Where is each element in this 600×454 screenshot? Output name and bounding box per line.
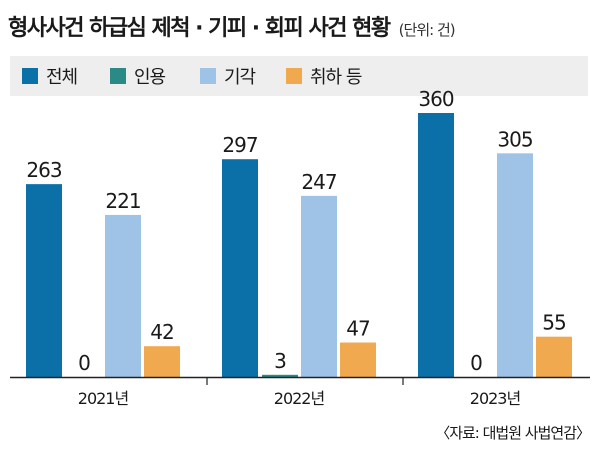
bar-withdrawn-1 xyxy=(340,342,376,377)
legend-swatch-total xyxy=(22,68,38,84)
x-tick-label-0: 2021년 xyxy=(78,389,129,408)
legend-swatch-accepted xyxy=(110,68,126,84)
x-tick-label-1: 2022년 xyxy=(274,389,325,408)
data-label-total-0: 263 xyxy=(26,158,61,182)
data-label-accepted-0: 0 xyxy=(78,351,90,375)
data-label-total-1: 297 xyxy=(222,133,257,157)
x-tick-label-2: 2023년 xyxy=(470,389,521,408)
bar-dismissed-2 xyxy=(497,153,533,377)
legend-item-dismissed: 기각 xyxy=(200,66,256,88)
data-label-withdrawn-1: 47 xyxy=(346,317,370,341)
legend: 전체 인용 기각 취하 등 xyxy=(10,56,588,96)
data-label-withdrawn-0: 42 xyxy=(150,320,173,344)
source-note: 〈자료: 대법원 사법연감〉 xyxy=(435,424,591,442)
data-label-accepted-1: 3 xyxy=(274,349,286,373)
bar-withdrawn-2 xyxy=(536,336,572,377)
legend-item-withdrawn: 취하 등 xyxy=(286,66,362,88)
data-label-accepted-2: 0 xyxy=(470,351,482,375)
data-label-dismissed-0: 221 xyxy=(105,189,140,213)
legend-item-accepted: 인용 xyxy=(110,66,166,88)
legend-swatch-dismissed xyxy=(200,68,216,84)
title-row: 형사사건 하급심 제척 · 기피 · 회피 사건 현황 (단위: 건) xyxy=(8,10,456,42)
unit-label: (단위: 건) xyxy=(398,21,456,39)
bar-dismissed-0 xyxy=(105,214,141,377)
legend-label-total: 전체 xyxy=(46,67,78,88)
bar-total-0 xyxy=(26,184,62,377)
legend-swatch-withdrawn xyxy=(286,68,302,84)
legend-item-total: 전체 xyxy=(22,66,78,88)
chart-title: 형사사건 하급심 제척 · 기피 · 회피 사건 현황 xyxy=(8,16,391,41)
bar-withdrawn-0 xyxy=(144,346,180,377)
legend-label-withdrawn: 취하 등 xyxy=(310,67,362,88)
bar-total-1 xyxy=(222,159,258,377)
bar-dismissed-1 xyxy=(301,195,337,377)
bar-total-2 xyxy=(418,113,454,377)
legend-label-dismissed: 기각 xyxy=(224,67,256,88)
data-label-dismissed-1: 247 xyxy=(301,170,336,194)
bar-accepted-1 xyxy=(262,374,298,377)
legend-label-accepted: 인용 xyxy=(134,67,166,88)
data-label-dismissed-2: 305 xyxy=(497,127,532,151)
data-label-withdrawn-2: 55 xyxy=(542,311,565,335)
data-label-total-2: 360 xyxy=(418,87,453,111)
